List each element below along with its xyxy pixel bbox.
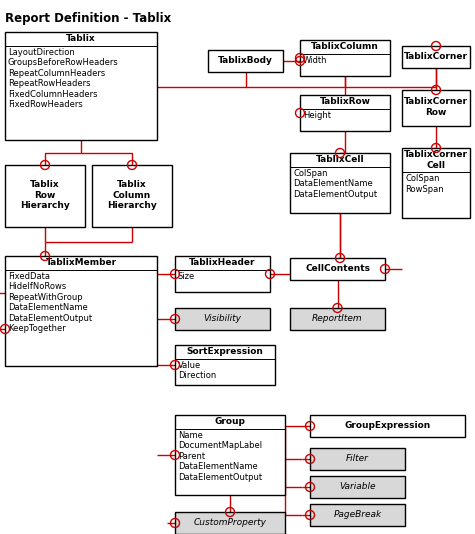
Text: TablixColumn: TablixColumn: [311, 42, 379, 51]
Text: RepeatWithGroup: RepeatWithGroup: [8, 293, 83, 302]
Bar: [310, 476, 405, 498]
Bar: [290, 308, 385, 330]
Text: TablixCorner: TablixCorner: [404, 98, 468, 106]
Text: ColSpan: ColSpan: [405, 174, 439, 183]
Text: GroupExpression: GroupExpression: [344, 421, 431, 430]
Text: TablixCell: TablixCell: [316, 155, 364, 164]
Text: DataElementOutput: DataElementOutput: [8, 313, 92, 323]
Bar: [310, 448, 405, 470]
Text: HideIfNoRows: HideIfNoRows: [8, 282, 66, 291]
Text: Parent: Parent: [178, 452, 205, 461]
Bar: [175, 415, 285, 495]
Text: CellContents: CellContents: [305, 264, 370, 273]
Bar: [402, 90, 470, 126]
Bar: [300, 40, 390, 76]
Text: DataElementOutput: DataElementOutput: [293, 190, 377, 199]
Text: TablixCorner: TablixCorner: [404, 150, 468, 159]
Bar: [310, 504, 405, 526]
Text: Row: Row: [34, 191, 56, 200]
Text: Value: Value: [178, 360, 201, 370]
Text: Variable: Variable: [339, 482, 376, 491]
Bar: [175, 512, 285, 534]
Text: Tablix: Tablix: [30, 180, 60, 189]
Bar: [290, 153, 390, 213]
Text: Size: Size: [178, 272, 195, 281]
Text: Row: Row: [425, 108, 446, 117]
Text: RepeatColumnHeaders: RepeatColumnHeaders: [8, 69, 105, 77]
Bar: [92, 165, 172, 227]
Bar: [310, 415, 465, 437]
Bar: [402, 148, 470, 218]
Text: Report Definition - Tablix: Report Definition - Tablix: [5, 12, 171, 25]
Text: Group: Group: [215, 417, 246, 426]
Text: DocumentMapLabel: DocumentMapLabel: [178, 441, 262, 450]
Bar: [175, 256, 270, 292]
Text: TablixBody: TablixBody: [218, 56, 273, 65]
Text: Name: Name: [178, 430, 203, 439]
Text: Hierarchy: Hierarchy: [107, 201, 157, 210]
Text: Visibility: Visibility: [203, 314, 241, 323]
Text: DataElementName: DataElementName: [293, 179, 373, 188]
Bar: [5, 32, 157, 140]
Bar: [290, 258, 385, 280]
Text: DataElementOutput: DataElementOutput: [178, 473, 262, 482]
Text: TablixRow: TablixRow: [320, 97, 370, 106]
Bar: [175, 308, 270, 330]
Bar: [208, 50, 283, 72]
Text: RepeatRowHeaders: RepeatRowHeaders: [8, 79, 91, 88]
Text: ReportItem: ReportItem: [312, 314, 363, 323]
Text: DataElementName: DataElementName: [8, 303, 88, 312]
Text: Width: Width: [303, 56, 327, 65]
Text: DataElementName: DataElementName: [178, 462, 258, 471]
Text: KeepTogether: KeepTogether: [8, 324, 66, 333]
Text: Height: Height: [303, 111, 331, 120]
Text: SortExpression: SortExpression: [187, 347, 264, 356]
Bar: [5, 256, 157, 366]
Bar: [5, 165, 85, 227]
Text: Cell: Cell: [427, 161, 446, 169]
Text: FixedColumnHeaders: FixedColumnHeaders: [8, 90, 97, 99]
Bar: [300, 95, 390, 131]
Text: FixedRowHeaders: FixedRowHeaders: [8, 100, 83, 109]
Text: RowSpan: RowSpan: [405, 185, 444, 194]
Bar: [175, 345, 275, 385]
Text: Filter: Filter: [346, 454, 369, 463]
Text: CustomProperty: CustomProperty: [193, 518, 266, 527]
Text: LayoutDirection: LayoutDirection: [8, 48, 75, 57]
Text: Hierarchy: Hierarchy: [20, 201, 70, 210]
Text: TablixHeader: TablixHeader: [189, 258, 256, 267]
Text: TablixCorner: TablixCorner: [404, 52, 468, 61]
Text: Tablix: Tablix: [117, 180, 147, 189]
Text: Tablix: Tablix: [66, 34, 96, 43]
Text: ColSpan: ColSpan: [293, 169, 327, 178]
Text: Column: Column: [113, 191, 151, 200]
Text: TablixMember: TablixMember: [46, 258, 116, 267]
Bar: [402, 46, 470, 68]
Text: FixedData: FixedData: [8, 272, 50, 281]
Text: Direction: Direction: [178, 371, 216, 380]
Text: GroupsBeforeRowHeaders: GroupsBeforeRowHeaders: [8, 58, 119, 67]
Text: PageBreak: PageBreak: [333, 510, 381, 519]
